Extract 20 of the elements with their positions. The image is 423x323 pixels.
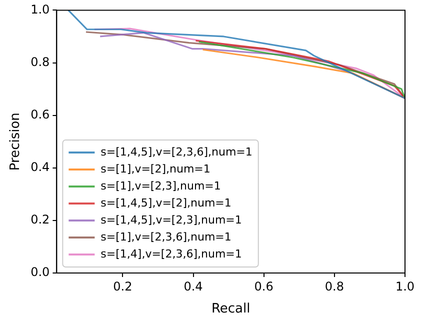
y-tick-label: 0.4 — [30, 160, 50, 174]
x-tick-label: 0.4 — [184, 279, 203, 294]
legend-label: s=[1],v=[2],num=1 — [100, 162, 210, 176]
y-tick-label: 1.0 — [30, 2, 50, 16]
y-tick-label: 0.6 — [30, 107, 50, 122]
legend-label: s=[1,4],v=[2,3,6],num=1 — [100, 247, 242, 260]
y-tick-label: 0.8 — [30, 54, 50, 69]
legend-label: s=[1,4,5],v=[2,3],num=1 — [100, 213, 242, 226]
legend-label: s=[1,4,5],v=[2],num=1 — [100, 196, 232, 210]
legend-label: s=[1,4,5],v=[2,3,6],num=1 — [100, 145, 252, 158]
x-tick-label: 1.0 — [395, 279, 415, 294]
y-tick-label: 0.0 — [30, 265, 50, 280]
y-tick-label: 0.2 — [30, 212, 50, 227]
legend-label: s=[1],v=[2,3],num=1 — [100, 179, 221, 192]
legend-label: s=[1],v=[2,3,6],num=1 — [100, 230, 232, 244]
y-axis-title: Precision — [8, 112, 24, 171]
x-axis-title: Recall — [211, 302, 250, 317]
x-tick-label: 0.6 — [254, 279, 274, 294]
x-tick-label: 0.2 — [113, 279, 132, 294]
x-tick-label: 0.8 — [324, 279, 344, 294]
